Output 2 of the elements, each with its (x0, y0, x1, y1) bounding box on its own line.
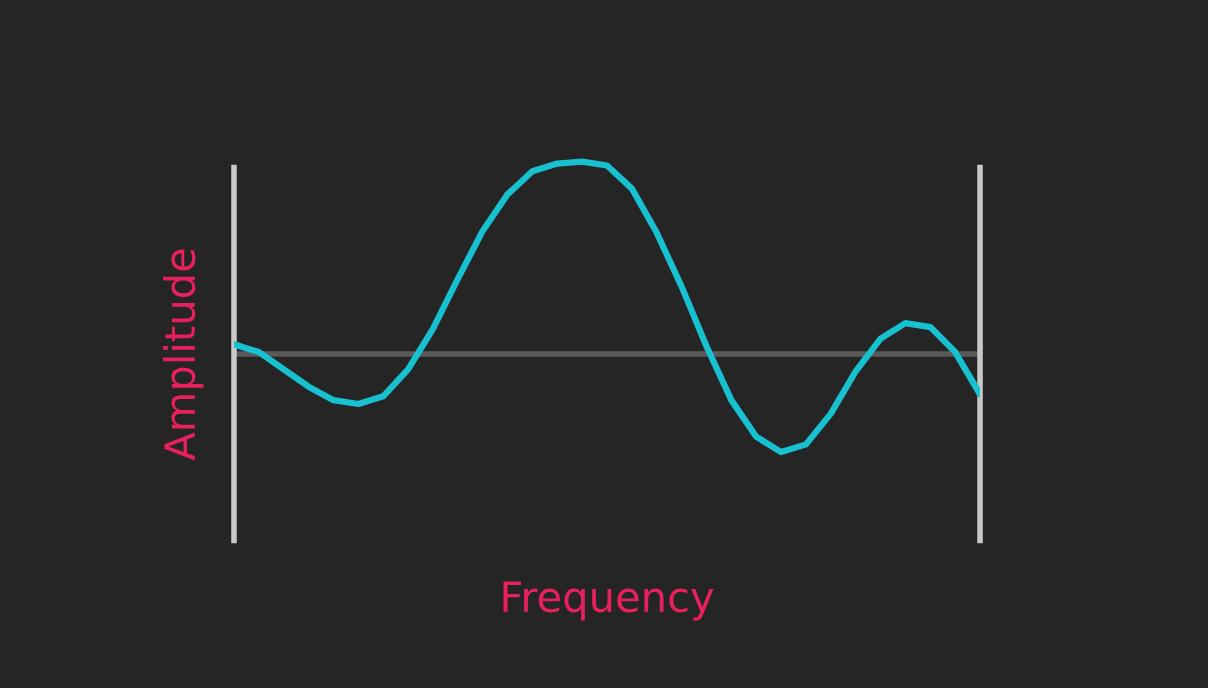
x-axis-title: Frequency (503, 581, 714, 621)
y-axis-title: Amplitude (163, 249, 204, 461)
